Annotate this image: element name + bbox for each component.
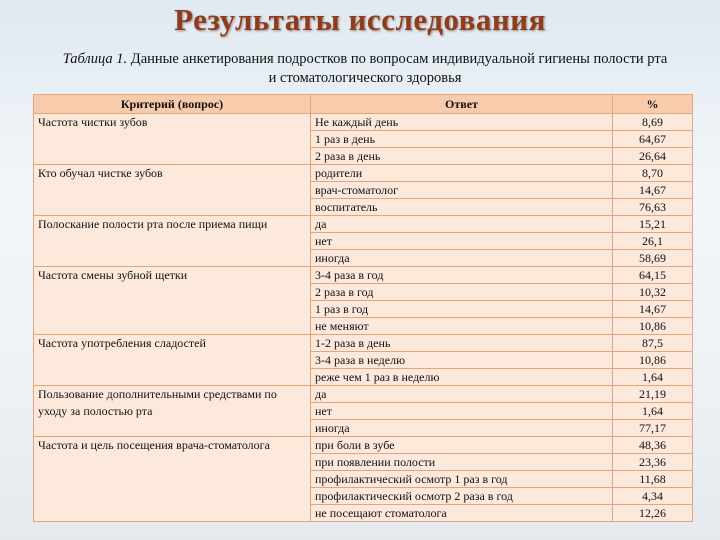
table-row: Частота смены зубной щетки 3-4 раза в год…	[33, 266, 693, 335]
table-row: нет 26,1	[34, 232, 693, 250]
percent-cell: 21,19	[612, 385, 693, 403]
percent-cell: 11,68	[612, 470, 693, 488]
table-row: врач-стоматолог 14,67	[34, 181, 693, 199]
header-cell: Ответ	[310, 94, 613, 114]
table-row: Кто обучал чистке зубов родители 8,70	[33, 164, 693, 216]
percent-cell: 26,1	[612, 232, 693, 250]
survey-table: Критерий (вопрос) Ответ% Частота чистки з…	[33, 94, 693, 522]
percent-cell: 23,36	[612, 453, 693, 471]
slide-title: Результаты исследования	[174, 2, 546, 37]
answer-cell: врач-стоматолог	[310, 181, 613, 199]
table-caption: Таблица 1. Данные анкетирования подростк…	[60, 50, 670, 88]
answer-cell: Не каждый день	[310, 113, 613, 131]
table-row: Частота употребления сладостей 1-2 раза в…	[33, 334, 693, 386]
answer-cell: профилактический осмотр 1 раз в год	[310, 470, 613, 488]
percent-cell: 10,32	[612, 283, 693, 301]
table-row: иногда 58,69	[34, 249, 693, 267]
percent-cell: 8,69	[612, 113, 693, 131]
answer-cell: не меняют	[310, 317, 613, 335]
percent-cell: 26,64	[612, 147, 693, 165]
caption-label: Таблица 1.	[62, 51, 128, 67]
percent-cell: 64,15	[612, 266, 693, 284]
percent-cell: 87,5	[612, 334, 693, 352]
answer-cell: не посещают стоматолога	[310, 504, 613, 522]
table-row: Пользование дополнительными средствами п…	[33, 385, 693, 437]
table-row: при появлении полости 23,36	[34, 453, 693, 471]
percent-cell: 10,86	[612, 317, 693, 335]
answer-cell: да	[310, 215, 613, 233]
answer-cell: иногда	[310, 249, 613, 267]
table-row: профилактический осмотр 2 раза в год 4,34	[34, 487, 693, 505]
percent-cell: 48,36	[612, 436, 693, 454]
percent-cell: 58,69	[612, 249, 693, 267]
table-row: профилактический осмотр 1 раз в год 11,68	[34, 470, 693, 488]
criterion-cell: Полоскание полости рта после приема пищи	[33, 215, 311, 267]
answer-cell: нет	[310, 232, 613, 250]
percent-cell: 14,67	[612, 181, 693, 199]
percent-cell: 12,26	[612, 504, 693, 522]
table-row: 1 раз в год 14,67	[34, 300, 693, 318]
answer-cell: 3-4 раза в неделю	[310, 351, 613, 369]
percent-cell: 8,70	[612, 164, 693, 182]
percent-cell: 76,63	[612, 198, 693, 216]
table-row: Частота чистки зубов Не каждый день 8,69	[33, 113, 693, 165]
answer-cell: 2 раза в день	[310, 147, 613, 165]
answer-cell: нет	[310, 402, 613, 420]
percent-cell: 77,17	[612, 419, 693, 437]
percent-cell: 64,67	[612, 130, 693, 148]
criterion-cell: Частота чистки зубов	[33, 113, 311, 165]
percent-cell: 1,64	[612, 402, 693, 420]
percent-cell: 14,67	[612, 300, 693, 318]
percent-cell: 1,64	[612, 368, 693, 386]
answer-cell: иногда	[310, 419, 613, 437]
answer-cell: воспитатель	[310, 198, 613, 216]
answer-cell: реже чем 1 раз в неделю	[310, 368, 613, 386]
table-row: 3-4 раза в неделю 10,86	[34, 351, 693, 369]
table-row: не меняют 10,86	[34, 317, 693, 335]
criterion-cell: Частота смены зубной щетки	[33, 266, 311, 335]
percent-cell: 15,21	[612, 215, 693, 233]
answer-cell: 1 раз в день	[310, 130, 613, 148]
answer-cell: да	[310, 385, 613, 403]
answer-cell: 2 раза в год	[310, 283, 613, 301]
table-row: Полоскание полости рта после приема пищи…	[33, 215, 693, 267]
header-row: Критерий (вопрос) Ответ%	[33, 94, 693, 114]
table-row: Частота и цель посещения врача-стоматоло…	[33, 436, 693, 522]
table-row: 1 раз в день 64,67	[34, 130, 693, 148]
answer-cell: родители	[310, 164, 613, 182]
answer-cell: 1 раз в год	[310, 300, 613, 318]
answer-cell: профилактический осмотр 2 раза в год	[310, 487, 613, 505]
criterion-cell: Частота и цель посещения врача-стоматоло…	[33, 436, 311, 522]
answer-cell: 1-2 раза в день	[310, 334, 613, 352]
header-cell: %	[612, 94, 693, 114]
percent-cell: 4,34	[612, 487, 693, 505]
answer-cell: 3-4 раза в год	[310, 266, 613, 284]
caption-text: Данные анкетирования подростков по вопро…	[130, 51, 668, 86]
criterion-cell: Частота употребления сладостей	[33, 334, 311, 386]
table-row: не посещают стоматолога 12,26	[34, 504, 693, 522]
criterion-cell: Пользование дополнительными средствами п…	[33, 385, 311, 437]
answer-cell: при боли в зубе	[310, 436, 613, 454]
criterion-cell: Кто обучал чистке зубов	[33, 164, 311, 216]
table-row: 2 раза в год 10,32	[34, 283, 693, 301]
percent-cell: 10,86	[612, 351, 693, 369]
header-cell: Критерий (вопрос)	[33, 94, 311, 114]
answer-cell: при появлении полости	[310, 453, 613, 471]
table-row: 2 раза в день 26,64	[34, 147, 693, 165]
table-body: Частота чистки зубов Не каждый день 8,69 1 …	[33, 113, 693, 522]
